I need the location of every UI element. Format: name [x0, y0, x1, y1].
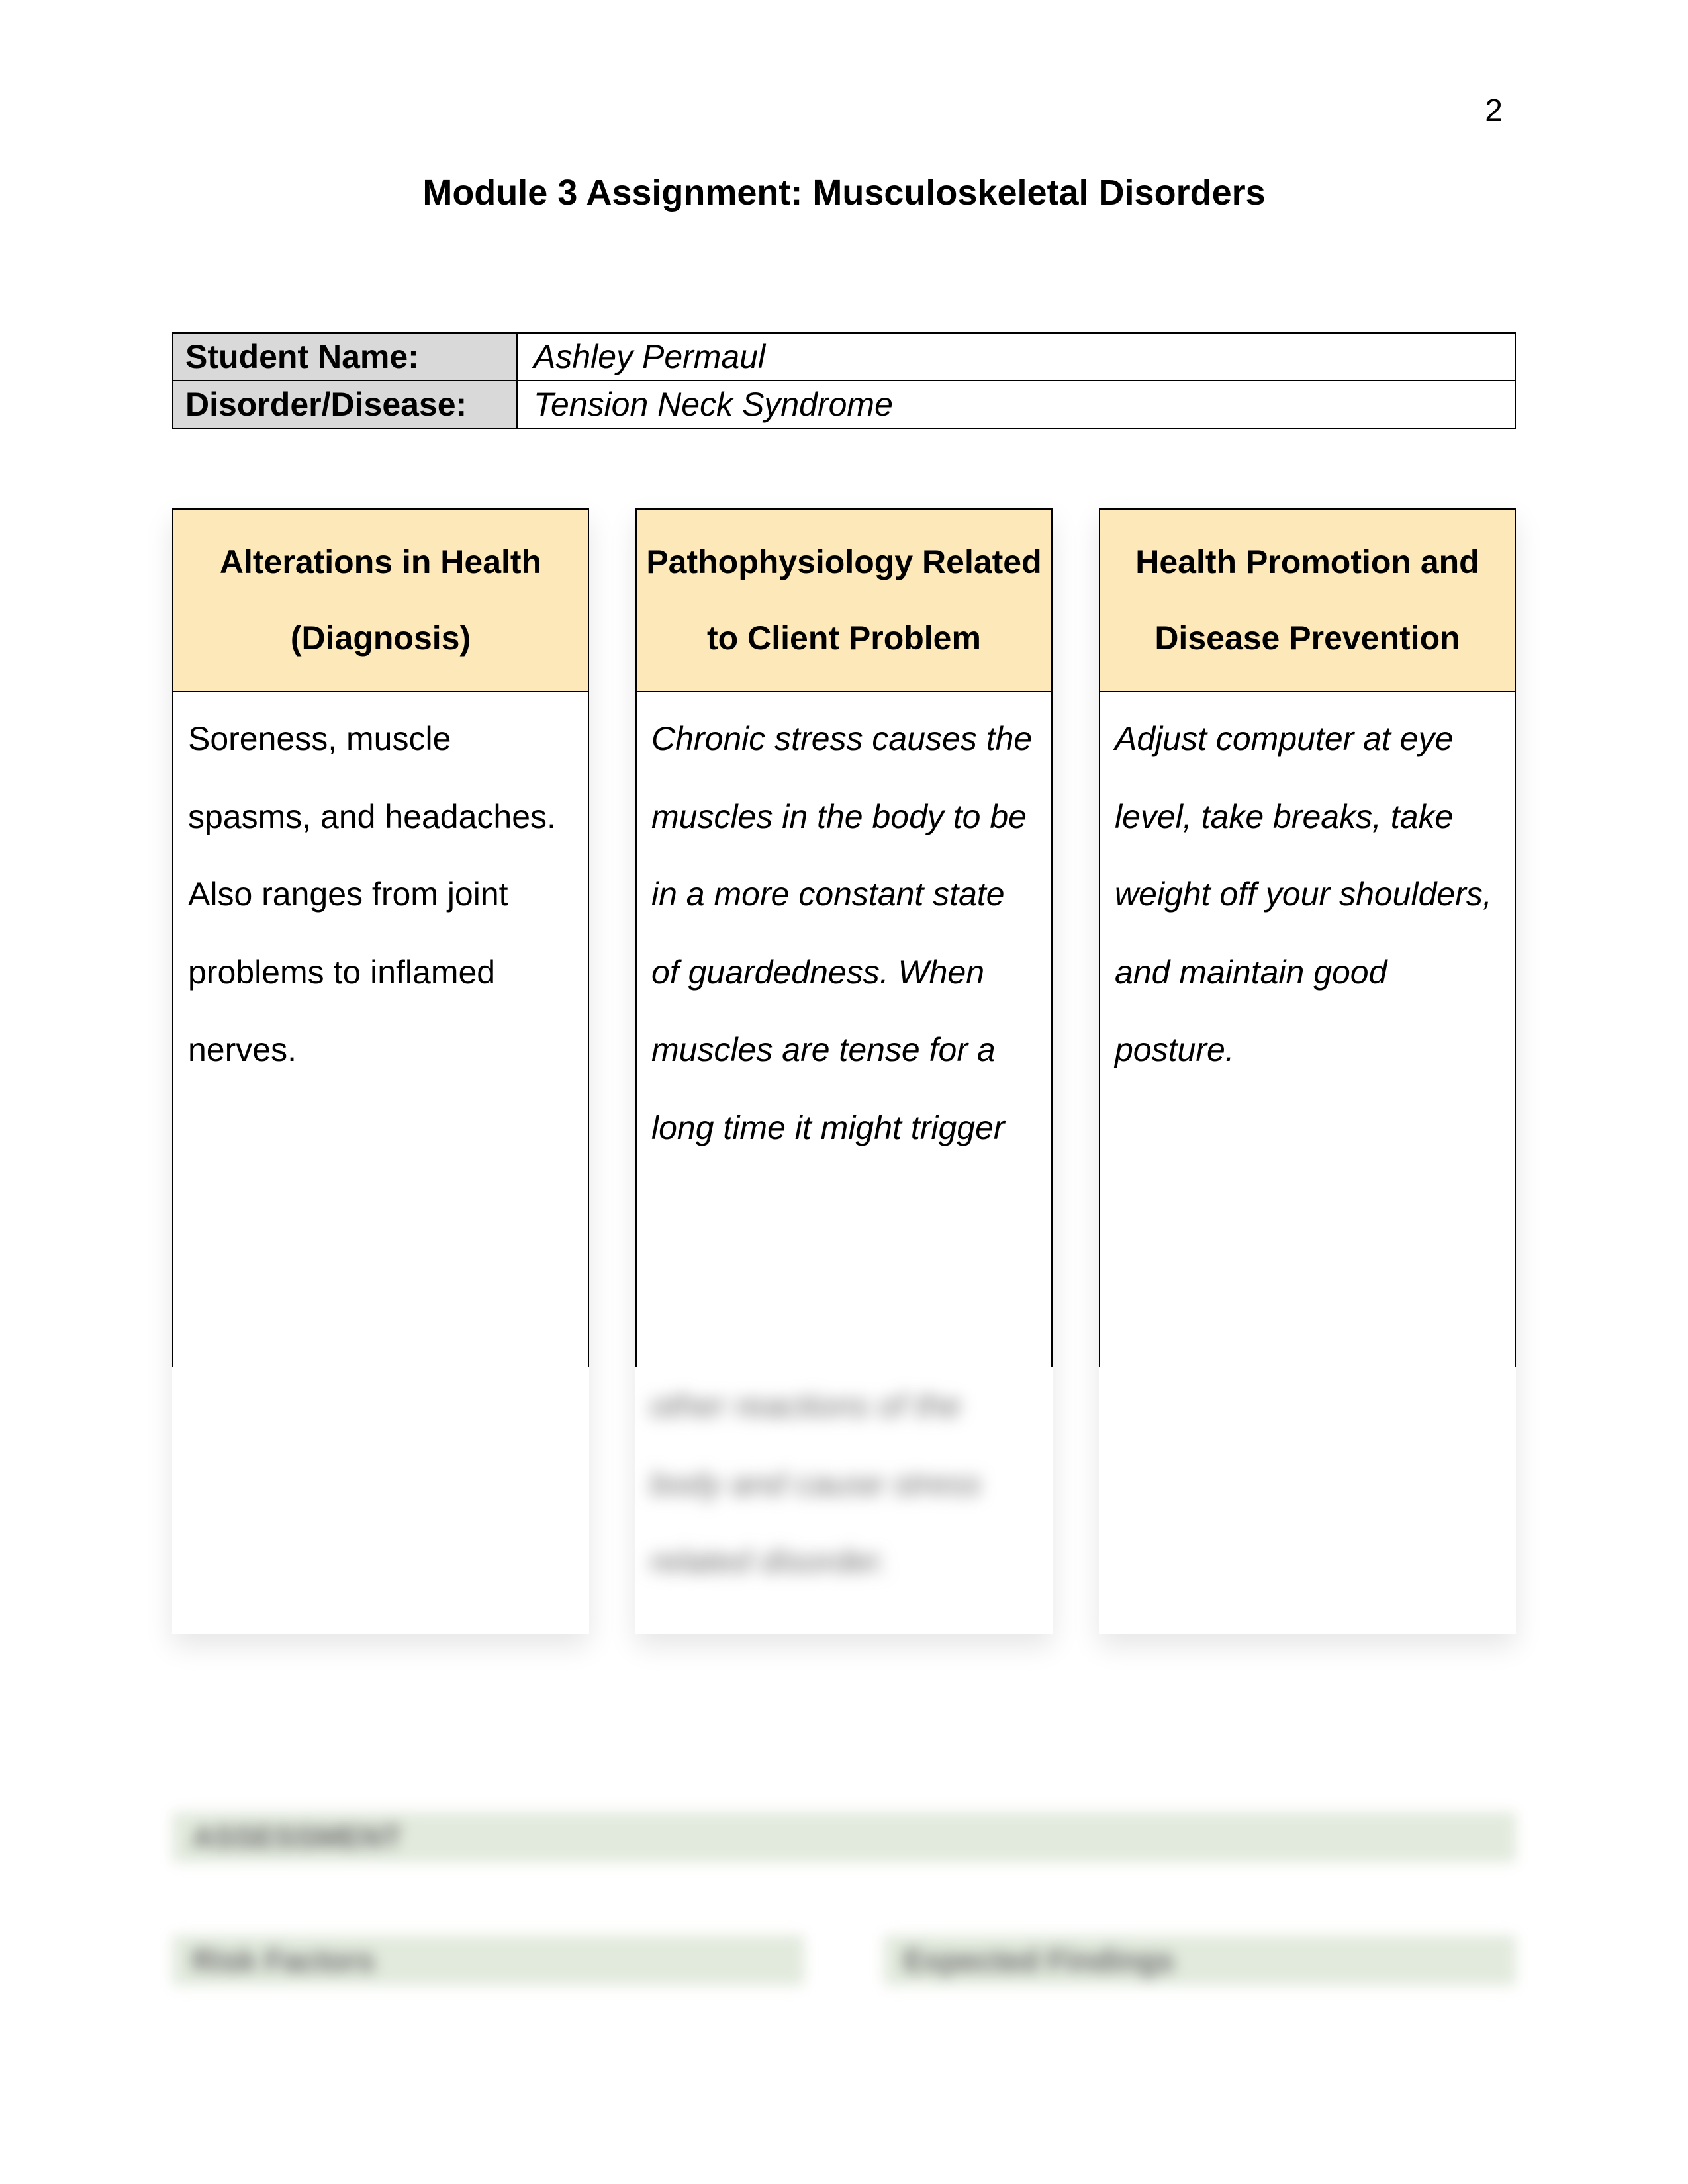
document-page: 2 Module 3 Assignment: Musculoskeletal D…: [0, 0, 1688, 2184]
blurred-label-assessment: ASSESSMENT: [192, 1819, 402, 1855]
table-row: Student Name: Ashley Permaul: [173, 333, 1515, 381]
column-body-pathophysiology: Chronic stress causes the muscles in the…: [635, 692, 1053, 1367]
column-health-promotion: Health Promotion and Disease Prevention …: [1099, 508, 1516, 1634]
blurred-bar-assessment: ASSESSMENT: [172, 1812, 1516, 1862]
blurred-row: Risk Factors Expected Findings: [172, 1935, 1516, 1985]
blurred-bar-expected-findings: Expected Findings: [884, 1935, 1516, 1985]
table-row: Disorder/Disease: Tension Neck Syndrome: [173, 381, 1515, 428]
student-name-label: Student Name:: [173, 333, 517, 381]
page-number: 2: [1485, 93, 1503, 129]
blurred-lower-section: ASSESSMENT Risk Factors Expected Finding…: [172, 1812, 1516, 1985]
info-table: Student Name: Ashley Permaul Disorder/Di…: [172, 332, 1516, 429]
columns-container: Alterations in Health (Diagnosis) Sorene…: [172, 508, 1516, 1634]
column-body-health-promotion: Adjust computer at eye level, take break…: [1099, 692, 1516, 1367]
column-header-alterations: Alterations in Health (Diagnosis): [172, 508, 589, 692]
column-header-health-promotion: Health Promotion and Disease Prevention: [1099, 508, 1516, 692]
column-pathophysiology: Pathophysiology Related to Client Proble…: [635, 508, 1053, 1634]
disorder-value: Tension Neck Syndrome: [517, 381, 1515, 428]
column-body-alterations: Soreness, muscle spasms, and headaches. …: [172, 692, 589, 1367]
blurred-text-pathophysiology: other reactions of the body and cause st…: [635, 1367, 1053, 1621]
page-title: Module 3 Assignment: Musculoskeletal Dis…: [172, 172, 1516, 213]
blurred-label-expected-findings: Expected Findings: [904, 1942, 1174, 1978]
blurred-bar-risk-factors: Risk Factors: [172, 1935, 804, 1985]
disorder-label: Disorder/Disease:: [173, 381, 517, 428]
blurred-label-risk-factors: Risk Factors: [192, 1942, 375, 1978]
student-name-value: Ashley Permaul: [517, 333, 1515, 381]
column-alterations: Alterations in Health (Diagnosis) Sorene…: [172, 508, 589, 1634]
column-header-pathophysiology: Pathophysiology Related to Client Proble…: [635, 508, 1053, 692]
